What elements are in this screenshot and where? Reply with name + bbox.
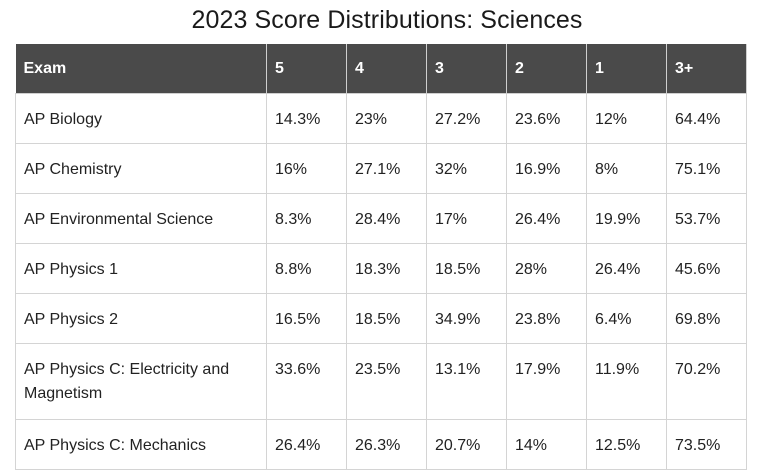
score-2-cell: 26.4% — [506, 193, 587, 244]
score-2-cell: 17.9% — [506, 343, 587, 420]
table-row: AP Physics C: Electricity and Magnetism … — [15, 343, 747, 420]
score-3-plus-cell: 45.6% — [666, 243, 747, 294]
exam-name-cell: AP Physics 1 — [15, 243, 267, 294]
score-3-plus-cell: 64.4% — [666, 93, 747, 144]
score-3-plus-cell: 75.1% — [666, 143, 747, 194]
column-header-score-2: 2 — [506, 44, 587, 94]
score-3-cell: 20.7% — [426, 419, 507, 470]
score-3-cell: 13.1% — [426, 343, 507, 420]
table-row: AP Physics C: Mechanics 26.4% 26.3% 20.7… — [15, 419, 747, 470]
score-3-cell: 32% — [426, 143, 507, 194]
score-1-cell: 6.4% — [586, 293, 667, 344]
score-4-cell: 23.5% — [346, 343, 427, 420]
score-5-cell: 8.8% — [266, 243, 347, 294]
score-5-cell: 8.3% — [266, 193, 347, 244]
table-row: AP Chemistry 16% 27.1% 32% 16.9% 8% 75.1… — [15, 143, 747, 194]
table-header-row: Exam 5 4 3 2 1 3+ — [15, 44, 747, 94]
score-2-cell: 14% — [506, 419, 587, 470]
score-4-cell: 27.1% — [346, 143, 427, 194]
score-2-cell: 23.6% — [506, 93, 587, 144]
table-row: AP Physics 2 16.5% 18.5% 34.9% 23.8% 6.4… — [15, 293, 747, 344]
score-5-cell: 14.3% — [266, 93, 347, 144]
score-2-cell: 16.9% — [506, 143, 587, 194]
exam-name-cell: AP Environmental Science — [15, 193, 267, 244]
exam-name-cell: AP Physics C: Electricity and Magnetism — [15, 343, 267, 420]
score-3-cell: 27.2% — [426, 93, 507, 144]
column-header-score-1: 1 — [586, 44, 667, 94]
score-2-cell: 23.8% — [506, 293, 587, 344]
table-row: AP Biology 14.3% 23% 27.2% 23.6% 12% 64.… — [15, 93, 747, 144]
score-1-cell: 19.9% — [586, 193, 667, 244]
column-header-exam: Exam — [15, 44, 267, 94]
table-row: AP Physics 1 8.8% 18.3% 18.5% 28% 26.4% … — [15, 243, 747, 294]
score-3-plus-cell: 73.5% — [666, 419, 747, 470]
score-3-plus-cell: 53.7% — [666, 193, 747, 244]
score-4-cell: 28.4% — [346, 193, 427, 244]
column-header-score-3: 3 — [426, 44, 507, 94]
score-1-cell: 12.5% — [586, 419, 667, 470]
exam-name-cell: AP Physics 2 — [15, 293, 267, 344]
score-1-cell: 26.4% — [586, 243, 667, 294]
exam-name-cell: AP Chemistry — [15, 143, 267, 194]
page-title: 2023 Score Distributions: Sciences — [191, 6, 583, 34]
score-5-cell: 16.5% — [266, 293, 347, 344]
score-5-cell: 33.6% — [266, 343, 347, 420]
score-1-cell: 12% — [586, 93, 667, 144]
score-4-cell: 18.3% — [346, 243, 427, 294]
score-2-cell: 28% — [506, 243, 587, 294]
score-3-cell: 34.9% — [426, 293, 507, 344]
score-3-plus-cell: 69.8% — [666, 293, 747, 344]
score-5-cell: 26.4% — [266, 419, 347, 470]
score-5-cell: 16% — [266, 143, 347, 194]
score-1-cell: 11.9% — [586, 343, 667, 420]
score-3-cell: 17% — [426, 193, 507, 244]
score-3-plus-cell: 70.2% — [666, 343, 747, 420]
score-3-cell: 18.5% — [426, 243, 507, 294]
score-4-cell: 23% — [346, 93, 427, 144]
score-4-cell: 18.5% — [346, 293, 427, 344]
exam-name-cell: AP Physics C: Mechanics — [15, 419, 267, 470]
exam-name-cell: AP Biology — [15, 93, 267, 144]
column-header-score-4: 4 — [346, 44, 427, 94]
column-header-score-3-plus: 3+ — [666, 44, 747, 94]
table-row: AP Environmental Science 8.3% 28.4% 17% … — [15, 193, 747, 244]
score-distribution-table: Exam 5 4 3 2 1 3+ AP Biology 14.3% 23% 2… — [15, 44, 747, 470]
score-1-cell: 8% — [586, 143, 667, 194]
score-4-cell: 26.3% — [346, 419, 427, 470]
column-header-score-5: 5 — [266, 44, 347, 94]
